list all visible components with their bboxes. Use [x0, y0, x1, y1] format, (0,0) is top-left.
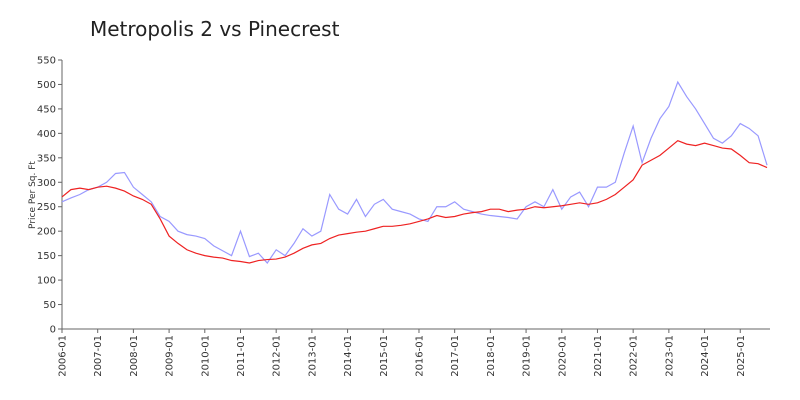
x-tick-label: 2018-01	[486, 335, 497, 377]
series-line	[61, 140, 768, 264]
y-tick-label: 150	[37, 251, 56, 262]
x-tick-label: 2010-01	[200, 335, 211, 377]
x-tick-label: 2025-01	[736, 335, 747, 377]
x-tick-label: 2023-01	[664, 335, 675, 377]
x-tick-label: 2007-01	[93, 335, 104, 377]
x-tick-label: 2019-01	[522, 335, 533, 377]
x-tick-label: 2017-01	[450, 335, 461, 377]
x-tick-label: 2006-01	[58, 335, 69, 377]
y-tick-label: 50	[43, 300, 56, 311]
y-tick-label: 550	[37, 56, 56, 67]
x-tick-label: 2014-01	[343, 335, 354, 377]
y-tick-label: 300	[37, 178, 56, 189]
x-tick-label: 2020-01	[557, 335, 568, 377]
x-tick-label: 2011-01	[236, 335, 247, 377]
y-tick-label: 350	[37, 153, 56, 164]
x-tick-label: 2013-01	[307, 335, 318, 377]
x-tick-label: 2009-01	[165, 335, 176, 377]
series-line	[61, 80, 768, 264]
y-tick-label: 200	[37, 227, 56, 238]
y-tick-label: 500	[37, 80, 56, 91]
y-tick-label: 400	[37, 129, 56, 140]
x-tick-label: 2015-01	[379, 335, 390, 377]
y-tick-label: 0	[50, 325, 56, 336]
x-tick-label: 2024-01	[700, 335, 711, 377]
x-tick-label: 2022-01	[629, 335, 640, 377]
y-tick-label: 450	[37, 104, 56, 115]
x-tick-label: 2016-01	[414, 335, 425, 377]
x-tick-label: 2012-01	[272, 335, 283, 377]
y-axis-label: Price Per Sq. Ft	[28, 161, 38, 229]
y-tick-label: 250	[37, 202, 56, 213]
chart-title: Metropolis 2 vs Pinecrest	[90, 17, 340, 41]
y-tick-label: 100	[37, 276, 56, 287]
x-tick-label: 2021-01	[593, 335, 604, 377]
x-tick-label: 2008-01	[129, 335, 140, 377]
